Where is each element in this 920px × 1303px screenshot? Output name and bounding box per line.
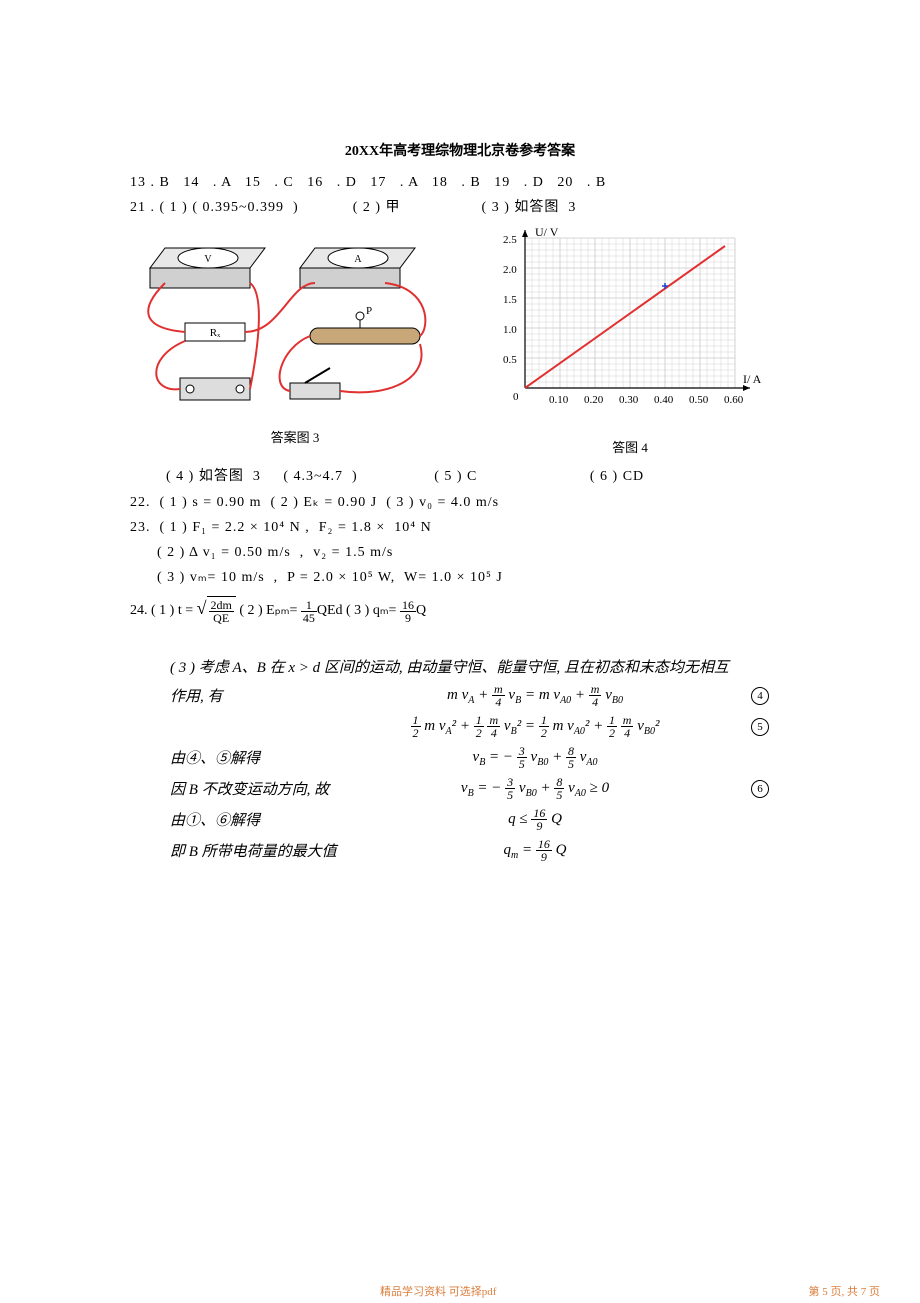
q22: 22. ( 1 ) s = 0.90 m ( 2 ) Eₖ = 0.90 J (…: [130, 490, 790, 515]
circuit-caption: 答案图 3: [130, 427, 460, 446]
scan-row-5: 由①、⑥解得 q ≤ 169 Q: [170, 807, 790, 832]
footer-left: 精品学习资料 可选择pdf: [380, 1283, 496, 1299]
scan-row-6: 即 B 所带电荷量的最大值 qm = 169 Q: [170, 838, 790, 863]
q23-1: 23. ( 1 ) F₁ = 2.2 × 10⁴ N , F₂ = 1.8 × …: [130, 515, 790, 540]
svg-text:I/ A: I/ A: [743, 372, 762, 386]
svg-text:0.10: 0.10: [549, 394, 569, 406]
scan-row-1: 作用, 有 m vA + m4 vB = m vA0 + m4 vB0 4: [170, 683, 790, 708]
svg-text:P: P: [366, 305, 372, 317]
q21-line2: ( 4 ) 如答图 3 ( 4.3~4.7 ) ( 5 ) C ( 6 ) CD: [130, 464, 790, 489]
derivation-block: ( 3 ) 考虑 A、B 在 x > d 区间的运动, 由动量守恒、能量守恒, …: [130, 656, 790, 863]
graph-caption: 答图 4: [480, 437, 780, 456]
scan-row-4: 因 B 不改变运动方向, 故 vB = − 35 vB0 + 85 vA0 ≥ …: [170, 776, 790, 801]
svg-text:V: V: [204, 254, 212, 265]
footer-right: 第 5 页, 共 7 页: [809, 1283, 881, 1299]
svg-text:1.0: 1.0: [503, 324, 517, 336]
svg-text:0.50: 0.50: [689, 394, 709, 406]
scan-intro: ( 3 ) 考虑 A、B 在 x > d 区间的运动, 由动量守恒、能量守恒, …: [170, 656, 790, 677]
svg-text:Rₓ: Rₓ: [210, 327, 221, 339]
svg-text:0: 0: [513, 391, 519, 403]
scan-row-2: 12 m vA² + 12 m4 vB² = 12 m vA0² + 12 m4…: [170, 714, 790, 739]
svg-text:U/ V: U/ V: [535, 228, 559, 239]
svg-text:0.60: 0.60: [724, 394, 744, 406]
svg-text:0.40: 0.40: [654, 394, 674, 406]
q24: 24. ( 1 ) t = √2dmQE ( 2 ) Eₚₘ= 145QEd (…: [130, 590, 790, 626]
svg-text:2.5: 2.5: [503, 234, 517, 246]
svg-text:2.0: 2.0: [503, 264, 517, 276]
svg-text:0.5: 0.5: [503, 354, 517, 366]
svg-text:0.30: 0.30: [619, 394, 639, 406]
circuit-figure: V A Rₓ P: [130, 228, 460, 456]
graph-figure: U/ V I/ A 2.5 2.0 1.5 1.0 0.5 0 0.10 0.2…: [480, 228, 780, 456]
q21-line1: 21 . ( 1 ) ( 0.395~0.399 ) ( 2 ) 甲 ( 3 )…: [130, 195, 790, 220]
q23-2: ( 2 ) Δ v₁ = 0.50 m/s , v₂ = 1.5 m/s: [130, 540, 790, 565]
scan-row-3: 由④、⑤解得 vB = − 35 vB0 + 85 vA0: [170, 745, 790, 770]
svg-text:1.5: 1.5: [503, 294, 517, 306]
mc-answers: 13 . B 14 . A 15 . C 16 . D 17 . A 18 . …: [130, 170, 790, 195]
svg-text:A: A: [354, 254, 362, 265]
svg-text:0.20: 0.20: [584, 394, 604, 406]
q23-3: ( 3 ) vₘ= 10 m/s , P = 2.0 × 10⁵ W, W= 1…: [130, 565, 790, 590]
page-title: 20XX年高考理综物理北京卷参考答案: [130, 140, 790, 160]
